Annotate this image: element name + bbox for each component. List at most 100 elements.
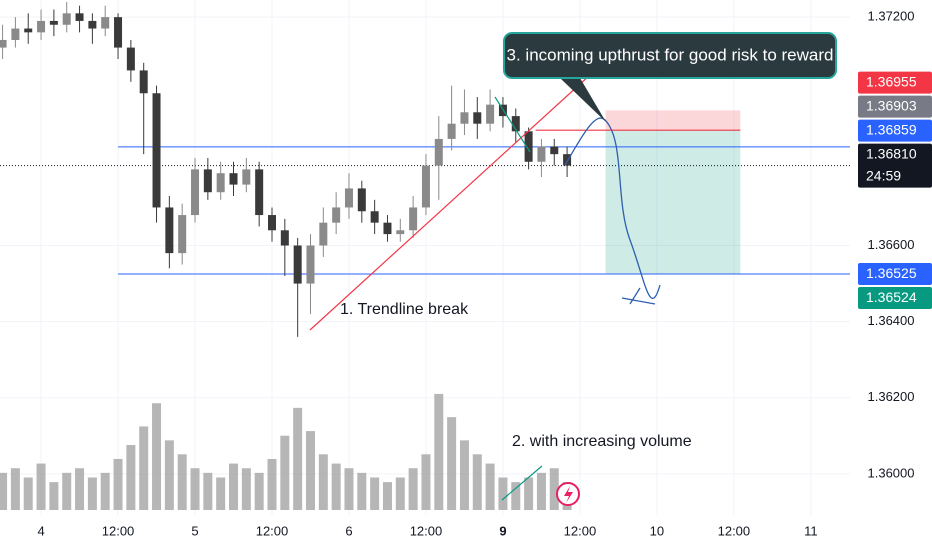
volume-bar: [254, 472, 264, 510]
candle-body: [473, 112, 482, 124]
volume-bar: [36, 463, 46, 510]
volume-bar: [49, 482, 59, 510]
volume-bar: [536, 472, 546, 510]
volume-bar: [472, 454, 482, 510]
trendline: [309, 74, 591, 331]
price-tag: [858, 263, 932, 286]
candle-body: [216, 173, 225, 193]
price-tag-label: 1.36859: [866, 121, 917, 137]
candle-body: [62, 13, 71, 25]
candle-body: [344, 188, 353, 208]
price-tag: [858, 95, 932, 118]
candle-body: [88, 20, 97, 29]
price-tag-label: 1.36955: [866, 73, 917, 89]
volume-bar: [75, 468, 85, 510]
volume-bar: [293, 407, 303, 510]
x-tick-label: 12:00: [256, 523, 289, 538]
candle-body: [357, 188, 366, 212]
volume-bar: [421, 454, 431, 510]
volume-bar: [10, 468, 20, 510]
x-tick-label: 12:00: [718, 523, 751, 538]
candle-body: [203, 169, 212, 193]
candle-body: [306, 245, 315, 284]
volume-bar: [241, 468, 251, 510]
annotation: 1. Trendline break: [340, 301, 469, 318]
y-tick-label: 1.36600: [868, 237, 915, 252]
volume-bar: [280, 435, 290, 510]
candle-body: [563, 154, 572, 166]
candle-body: [75, 13, 84, 21]
volume-bar: [62, 472, 72, 510]
candle-body: [550, 146, 559, 155]
y-tick-label: 1.36400: [868, 313, 915, 328]
y-tick-label: 1.36200: [868, 389, 915, 404]
candle-body: [24, 28, 33, 33]
candle-body: [49, 20, 58, 25]
x-tick-label: 12:00: [564, 523, 597, 538]
candle-body: [152, 93, 161, 208]
candle-body: [486, 104, 495, 124]
candle-body: [293, 245, 302, 284]
volume-bar: [344, 468, 354, 510]
candle-body: [139, 70, 148, 94]
candle-body: [370, 211, 379, 223]
volume-bar: [177, 454, 187, 510]
volume-bar: [87, 477, 97, 510]
price-tag: [858, 143, 932, 188]
candle-body: [409, 207, 418, 231]
price-tag-label: 1.36903: [866, 97, 917, 113]
volume-bar: [203, 472, 213, 510]
volume-bar: [447, 417, 457, 510]
volume-bar: [152, 403, 162, 510]
countdown: 24:59: [866, 167, 901, 183]
x-tick-label: 6: [345, 523, 352, 538]
x-tick-label: 5: [191, 523, 198, 538]
volume-bar: [126, 445, 136, 510]
candle-body: [383, 222, 392, 235]
candle-body: [255, 169, 264, 216]
drawn-line: [501, 465, 543, 501]
projection-path: [564, 117, 661, 305]
volume-bar: [113, 458, 123, 510]
x-tick-label: 12:00: [102, 523, 135, 538]
candle-body: [421, 165, 430, 208]
volume-bar: [305, 431, 315, 510]
volume-bar: [524, 477, 534, 510]
price-tag: [858, 287, 932, 310]
volume-bar: [229, 463, 239, 510]
candle-body: [178, 215, 187, 254]
candle-body: [101, 17, 110, 29]
price-tag: [858, 119, 932, 142]
volume-bar: [549, 468, 559, 510]
callout-pointer: [560, 78, 606, 122]
x-tick-label: 4: [37, 523, 44, 538]
candle-body: [191, 169, 200, 216]
volume-bar: [408, 468, 418, 510]
x-tick-label: 9: [499, 523, 506, 538]
x-tick-label: 12:00: [410, 523, 443, 538]
volume-bar: [459, 440, 469, 510]
volume-bar: [511, 482, 521, 510]
alert-bolt: [564, 486, 573, 503]
volume-bar: [164, 440, 174, 510]
price-tag: [858, 71, 932, 94]
volume-bar: [318, 454, 328, 510]
candle-body: [229, 173, 238, 185]
candle-body: [242, 169, 251, 185]
candle-body: [165, 207, 174, 254]
volume-bar: [434, 393, 444, 510]
callout-box: [503, 32, 837, 79]
target-zone: [605, 130, 741, 275]
y-tick-label: 1.36000: [868, 465, 915, 480]
volume-bar: [498, 477, 508, 510]
candle-body: [396, 230, 405, 235]
drawn-line: [494, 96, 531, 153]
volume-bar: [485, 463, 495, 510]
candle-body: [268, 215, 276, 231]
candle-body: [114, 17, 123, 48]
price-tag-label: 1.36524: [866, 289, 917, 305]
volume-bar: [331, 463, 341, 510]
volume-bar: [395, 477, 405, 510]
candle-body: [537, 146, 546, 162]
